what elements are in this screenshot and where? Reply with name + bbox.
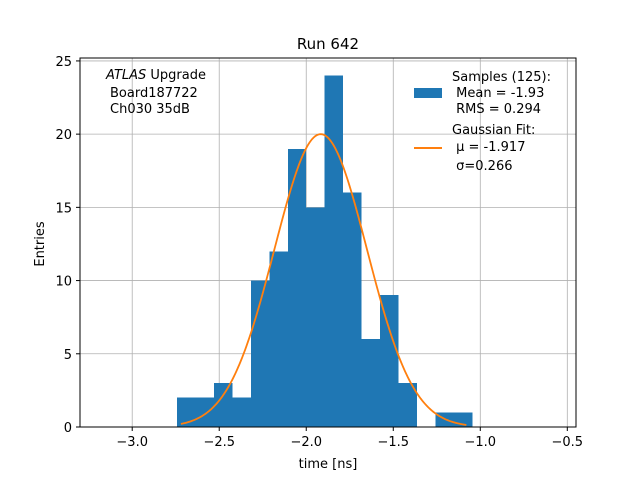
legend-histogram-mean: Mean = -1.93 — [452, 86, 544, 101]
histogram-bar — [361, 339, 381, 427]
y-axis-label: Entries — [33, 221, 48, 267]
legend-histogram-label: Samples (125): — [452, 70, 551, 85]
histogram-bar — [287, 148, 307, 428]
annotation-line-1: ATLAS Upgrade — [105, 68, 206, 83]
histogram-bar — [380, 295, 399, 427]
gaussian-fit — [180, 133, 467, 426]
histogram-bar — [214, 383, 233, 427]
legend-histogram-rms: RMS = 0.294 — [452, 102, 541, 117]
atlas-annotation: ATLAS Upgrade Board187722 Ch030 35dB — [105, 68, 206, 117]
x-tick-label: −3.0 — [116, 435, 148, 450]
x-tick-label: −2.5 — [203, 435, 235, 450]
histogram-bar — [343, 192, 362, 427]
y-axis-ticks: 0 5 10 15 20 25 — [55, 55, 80, 436]
x-axis-ticks: −3.0 −2.5 −2.0 −1.5 −1.0 −0.5 — [116, 427, 583, 450]
chart-title: Run 642 — [297, 35, 359, 53]
histogram-bar — [306, 207, 325, 427]
histogram-bar — [176, 397, 196, 427]
histogram-bar — [232, 397, 251, 427]
x-tick-label: −0.5 — [552, 435, 584, 450]
legend-fit-mu: μ = -1.917 — [452, 140, 525, 155]
legend-histogram-swatch — [414, 88, 442, 98]
annotation-line-3: Ch030 35dB — [110, 102, 190, 117]
y-tick-label: 15 — [55, 201, 72, 216]
legend: Samples (125): Mean = -1.93 RMS = 0.294 … — [414, 70, 551, 174]
y-tick-label: 20 — [55, 128, 72, 143]
y-tick-label: 25 — [55, 55, 72, 70]
histogram-bar — [195, 397, 215, 427]
x-axis-label: time [ns] — [299, 457, 358, 472]
y-tick-label: 0 — [64, 421, 72, 436]
y-tick-label: 5 — [64, 348, 72, 363]
histogram-bars — [176, 75, 473, 428]
gaussian-fit-curve — [180, 133, 467, 426]
x-tick-label: −2.0 — [290, 435, 322, 450]
histogram-bar — [398, 383, 417, 427]
legend-fit-sigma: σ=0.266 — [452, 159, 512, 174]
y-tick-label: 10 — [55, 275, 72, 290]
legend-fit-label: Gaussian Fit: — [452, 123, 535, 138]
histogram-bar — [269, 251, 288, 427]
x-tick-label: −1.0 — [464, 435, 496, 450]
plot-frame — [79, 57, 577, 428]
histogram-bar — [324, 75, 344, 428]
x-tick-label: −1.5 — [377, 435, 409, 450]
annotation-line-2: Board187722 — [110, 86, 198, 101]
